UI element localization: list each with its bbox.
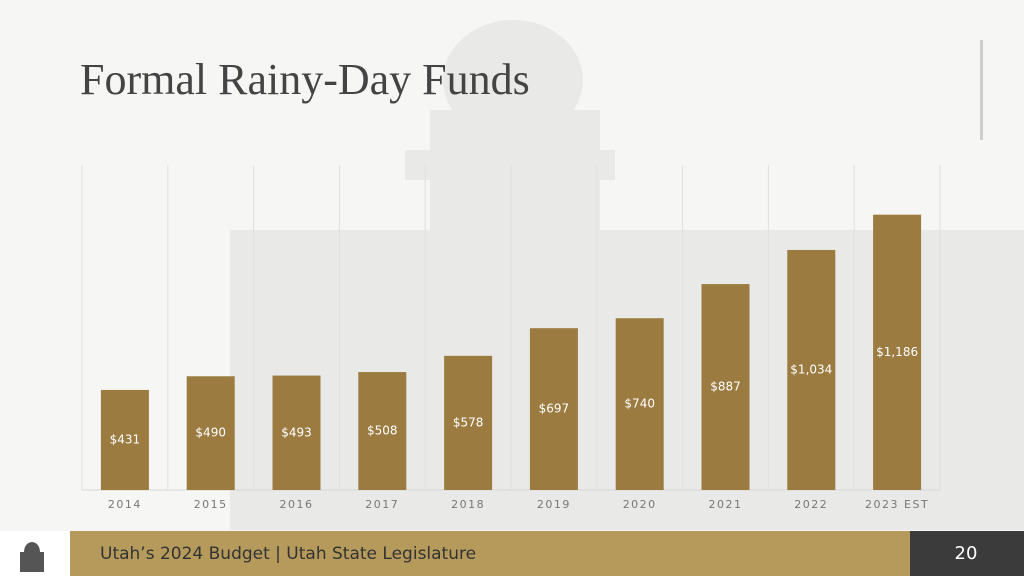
- page-box: [910, 531, 1024, 576]
- value-label: $493: [281, 425, 312, 439]
- value-label: $508: [367, 424, 398, 438]
- x-tick-label: 2019: [537, 498, 571, 511]
- value-label: $490: [195, 426, 226, 440]
- value-label: $740: [624, 397, 655, 411]
- x-tick-label: 2021: [709, 498, 743, 511]
- value-label: $887: [710, 380, 741, 394]
- x-tick-label: 2016: [280, 498, 314, 511]
- bar: [529, 328, 578, 490]
- page-number: 20: [955, 543, 978, 564]
- x-tick-label: 2020: [623, 498, 657, 511]
- bar: [272, 375, 321, 490]
- x-tick-label: 2014: [108, 498, 142, 511]
- slide-title: Formal Rainy-Day Funds: [80, 55, 530, 104]
- plot: 2014 $431 2015 $490 2016 $493 2017 $508 2018 $578…: [81, 165, 941, 511]
- bar: [444, 355, 493, 490]
- x-tick-label: 2022: [794, 498, 828, 511]
- x-tick-label: 2017: [365, 498, 399, 511]
- x-tick-label: 2023 EST: [865, 498, 929, 511]
- bar: [615, 318, 664, 490]
- bar: [186, 376, 235, 490]
- footer-bar: [70, 531, 910, 576]
- value-label: $1,186: [876, 345, 918, 359]
- bar: [358, 372, 407, 490]
- bar: [873, 214, 922, 490]
- bar: [100, 389, 149, 490]
- value-label: $697: [539, 402, 570, 416]
- value-label: $1,034: [790, 362, 832, 376]
- x-tick-label: 2018: [451, 498, 485, 511]
- value-label: $431: [110, 432, 141, 446]
- logo: [20, 542, 44, 572]
- bar: [701, 284, 750, 490]
- value-label: $578: [453, 415, 484, 429]
- bar: [787, 249, 836, 490]
- footer-text: Utah’s 2024 Budget | Utah State Legislat…: [100, 544, 476, 564]
- x-tick-label: 2015: [194, 498, 228, 511]
